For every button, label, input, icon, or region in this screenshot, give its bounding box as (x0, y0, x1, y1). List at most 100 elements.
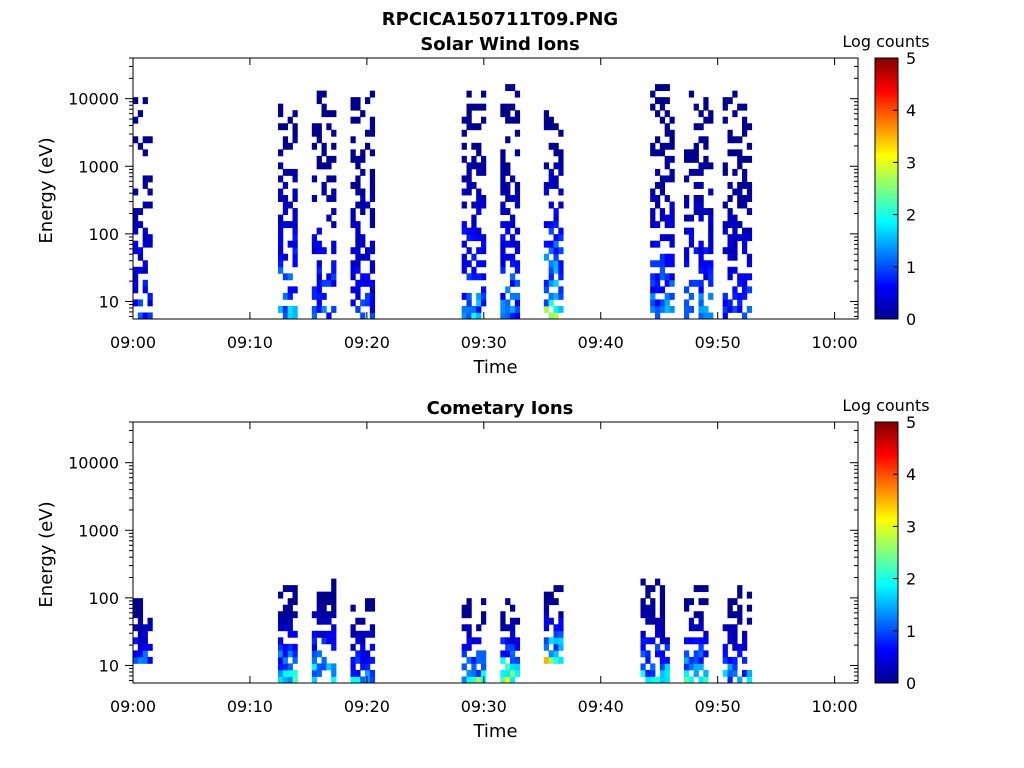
spectrogram-cell (350, 214, 356, 222)
spectrogram-cell (505, 312, 511, 320)
spectrogram-cell (278, 234, 284, 242)
spectrogram-cell (514, 292, 521, 300)
spectrogram-cell (476, 208, 482, 215)
spectrogram-cell (461, 624, 467, 632)
spectrogram-cell (292, 214, 298, 222)
spectrogram-cell (558, 155, 564, 163)
spectrogram-cell (331, 591, 337, 599)
spectrogram-cell (742, 637, 748, 645)
spectrogram-cell (355, 630, 361, 638)
spectrogram-cell (664, 221, 670, 229)
spectrogram-cell (727, 669, 733, 677)
spectrogram-cell (684, 260, 690, 268)
spectrogram-cell (321, 103, 327, 111)
spectrogram-cell (481, 247, 487, 255)
spectrogram-cell (500, 162, 506, 170)
spectrogram-cell (684, 214, 690, 222)
panel-title: Cometary Ions (427, 398, 574, 419)
spectrogram-cell (737, 149, 743, 157)
spectrogram-cell (746, 123, 753, 131)
spectrogram-cell (282, 663, 289, 671)
spectrogram-cell (316, 136, 322, 144)
spectrogram-cell (746, 591, 753, 599)
spectrogram-cell (655, 201, 661, 209)
spectrogram-cell (703, 637, 709, 645)
spectrogram-cell (133, 299, 139, 307)
spectrogram-cell (355, 617, 361, 625)
spectrogram-cell (505, 676, 511, 684)
spectrogram-cell (476, 123, 482, 131)
spectrogram-cell (466, 260, 472, 268)
spectrogram-cell (727, 637, 733, 645)
spectrogram-cell (282, 643, 289, 651)
spectrogram-cell (746, 604, 753, 612)
spectrogram-cell (331, 221, 337, 229)
spectrogram-cell (331, 110, 337, 118)
spectrogram-cell (461, 142, 467, 150)
spectrogram-cell (684, 598, 690, 606)
spectrogram-cell (722, 168, 728, 176)
spectrogram-cell (326, 617, 332, 625)
spectrogram-cell (514, 116, 521, 124)
spectrogram-cell (688, 240, 695, 248)
spectrogram-cell (553, 240, 559, 248)
spectrogram-cell (369, 260, 376, 268)
spectrogram-cell (664, 129, 670, 137)
x-axis-label: Time (472, 721, 517, 742)
spectrogram-cell (311, 292, 318, 300)
spectrogram-cell (698, 208, 704, 215)
spectrogram-cell (292, 240, 298, 248)
spectrogram-cell (133, 240, 139, 248)
spectrogram-cell (355, 253, 361, 261)
y-tick-label: 100 (88, 589, 119, 608)
spectrogram-cell (693, 168, 699, 176)
spectrogram-cell (278, 266, 284, 274)
spectrogram-cell (355, 656, 361, 664)
spectrogram-cell (659, 103, 666, 111)
spectrogram-cell (137, 142, 144, 150)
spectrogram-cell (732, 110, 738, 118)
spectrogram-cell (558, 273, 564, 281)
spectrogram-cell (500, 312, 506, 320)
spectrogram-cell (287, 611, 293, 619)
spectrogram-cell (500, 617, 506, 625)
colorbar-tick-label: 1 (906, 258, 916, 277)
spectrogram-cell (466, 312, 472, 320)
spectrogram-cell (481, 286, 487, 294)
spectrogram-cell (350, 97, 356, 105)
spectrogram-cell (500, 637, 506, 645)
spectrogram-cell (466, 227, 472, 235)
spectrogram-cell (505, 188, 511, 196)
spectrogram-cell (369, 129, 376, 137)
spectrogram-cell (543, 110, 550, 118)
spectrogram-cell (693, 637, 699, 645)
spectrogram-cell (514, 90, 521, 98)
spectrogram-cell (142, 234, 148, 242)
spectrogram-cell (133, 221, 139, 229)
spectrogram-cell (659, 273, 666, 281)
spectrogram-cell (553, 181, 559, 189)
spectrogram-cell (640, 650, 646, 658)
spectrogram-cell (543, 221, 550, 229)
spectrogram-cell (732, 168, 738, 176)
spectrogram-cell (505, 299, 511, 307)
spectrogram-cell (650, 598, 656, 606)
spectrogram-cell (514, 201, 521, 209)
y-tick-label: 1000 (78, 157, 119, 176)
spectrogram-cell (650, 208, 656, 215)
spectrogram-cell (355, 201, 361, 209)
spectrogram-cell (655, 273, 661, 281)
spectrogram-cell (481, 162, 487, 170)
spectrogram-cell (287, 650, 293, 658)
spectrogram-cell (698, 650, 704, 658)
spectrogram-cell (355, 103, 361, 111)
spectrogram-cell (331, 240, 337, 248)
spectrogram-cell (514, 227, 521, 235)
spectrogram-cell (727, 253, 733, 261)
spectrogram-cell (137, 266, 144, 274)
spectrogram-cell (365, 279, 371, 287)
spectrogram-cell (282, 611, 289, 619)
spectrogram-cell (466, 611, 472, 619)
spectrogram-cell (746, 676, 753, 684)
